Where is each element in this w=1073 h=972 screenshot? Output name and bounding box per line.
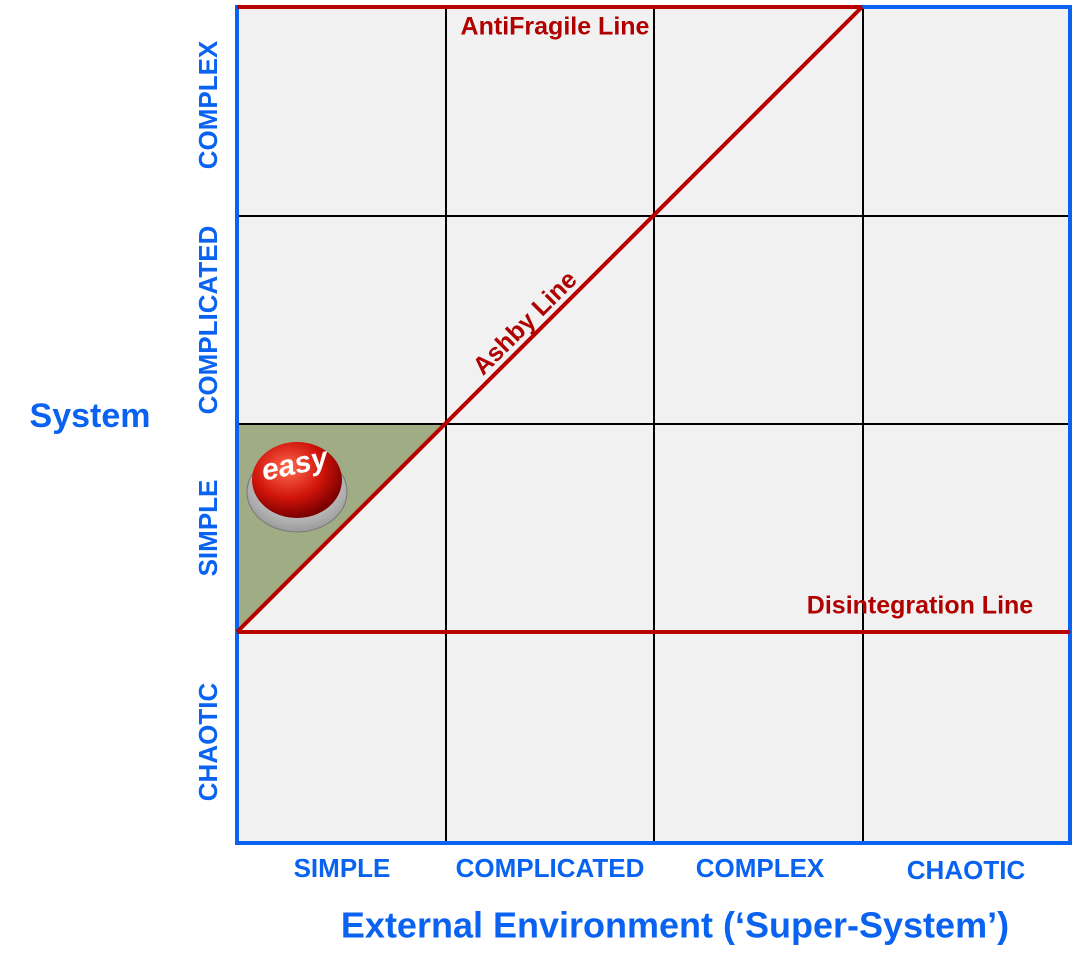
y-title: System	[30, 397, 151, 435]
column-label: COMPLICATED	[456, 853, 645, 883]
x-title: External Environment (‘Super-System’)	[341, 905, 1009, 946]
easy-button: easy	[246, 441, 348, 533]
column-label: SIMPLE	[294, 853, 391, 883]
row-label: CHAOTIC	[193, 683, 223, 802]
column-label: COMPLEX	[696, 853, 825, 883]
red-lines	[235, 5, 1070, 634]
row-label: COMPLICATED	[193, 226, 223, 415]
disintegration-label: Disintegration Line	[807, 592, 1034, 620]
antifragile-label: AntiFragile Line	[461, 13, 650, 41]
column-label: CHAOTIC	[907, 855, 1026, 885]
row-label: SIMPLE	[193, 480, 223, 577]
row-label: COMPLEX	[193, 40, 223, 169]
